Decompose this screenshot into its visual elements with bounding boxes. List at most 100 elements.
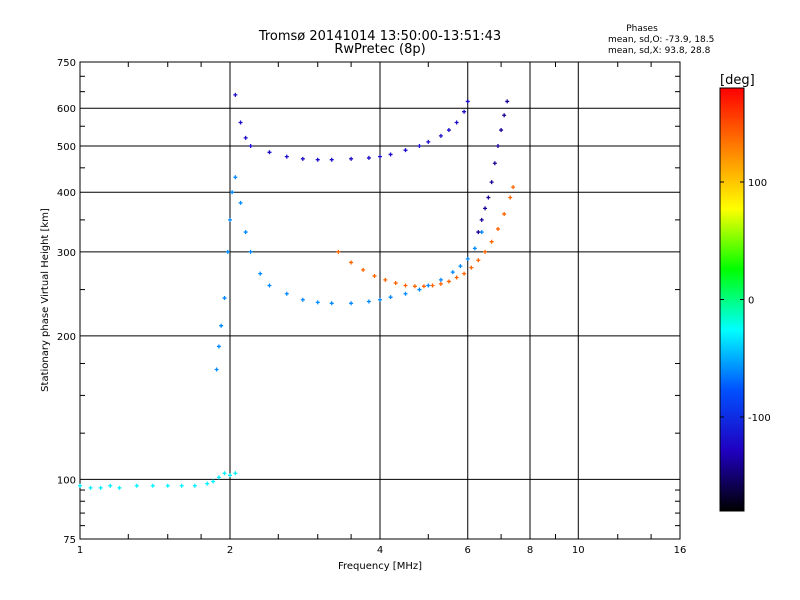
data-point xyxy=(225,249,230,254)
data-point xyxy=(88,485,93,490)
data-point xyxy=(458,264,463,269)
data-point xyxy=(150,483,155,488)
data-point xyxy=(233,175,238,180)
data-point xyxy=(366,155,371,160)
data-point xyxy=(426,139,431,144)
data-point xyxy=(489,180,494,185)
data-point xyxy=(495,226,500,231)
data-point xyxy=(469,265,474,270)
data-point xyxy=(165,483,170,488)
y-tick-labels: 75 100 200 300 400 500 600 750 xyxy=(57,58,76,546)
x-tick-label: 2 xyxy=(227,545,233,556)
x-tick-label: 8 xyxy=(527,545,533,556)
data-point xyxy=(284,291,289,296)
data-point xyxy=(417,143,422,148)
data-point xyxy=(238,120,243,125)
data-point xyxy=(211,479,216,484)
chart-subtitle: RwPretec (8p) xyxy=(334,42,425,57)
data-point xyxy=(361,267,366,272)
x-tick-label: 10 xyxy=(572,545,585,556)
data-point xyxy=(499,128,504,133)
y-tick-label: 750 xyxy=(57,58,76,69)
data-point xyxy=(393,281,398,286)
data-point xyxy=(214,367,219,372)
series-e-layer xyxy=(78,471,238,490)
data-point xyxy=(329,157,334,162)
data-point xyxy=(228,217,232,222)
data-point xyxy=(228,473,232,478)
data-point xyxy=(205,481,210,486)
data-point xyxy=(238,200,243,205)
data-point xyxy=(403,291,408,296)
legend-line-2: mean, sd,O: -73.9, 18.5 xyxy=(608,35,714,45)
data-point xyxy=(78,483,82,488)
data-point xyxy=(315,157,320,162)
minor-ticks xyxy=(80,62,680,539)
data-point xyxy=(267,283,272,288)
data-point xyxy=(216,475,221,480)
data-point xyxy=(472,246,477,251)
data-point xyxy=(222,471,227,476)
series-steep-o-cusp xyxy=(476,99,510,235)
data-point xyxy=(446,128,451,133)
legend-line-3: mean, sd,X: 93.8, 28.8 xyxy=(608,46,711,56)
data-points xyxy=(78,92,516,490)
data-point xyxy=(508,195,513,200)
data-point xyxy=(300,156,305,161)
data-point xyxy=(230,190,235,195)
series-f2-upper-o-echo xyxy=(233,92,470,162)
grid-lines xyxy=(79,61,681,540)
data-point xyxy=(462,271,467,276)
data-point xyxy=(430,283,435,288)
data-point xyxy=(454,275,459,280)
data-point xyxy=(502,113,507,118)
data-point xyxy=(329,301,334,306)
data-point xyxy=(479,230,484,235)
y-tick-label: 200 xyxy=(57,332,76,343)
data-point xyxy=(349,260,354,265)
data-point xyxy=(300,297,305,302)
data-point xyxy=(438,281,443,286)
data-point xyxy=(495,143,500,148)
data-point xyxy=(438,133,443,138)
y-tick-label: 500 xyxy=(57,142,76,153)
x-tick-label: 6 xyxy=(465,545,471,556)
data-point xyxy=(248,143,253,148)
data-point xyxy=(446,279,451,284)
data-point xyxy=(349,301,354,306)
data-point xyxy=(476,258,481,263)
data-point xyxy=(412,284,417,289)
y-tick-label: 300 xyxy=(57,248,76,259)
legend-line-1: Phases xyxy=(626,24,658,34)
colorbar-tick-label: 0 xyxy=(748,296,754,307)
data-point xyxy=(258,271,263,276)
data-point xyxy=(383,277,388,282)
y-tick-label: 400 xyxy=(57,188,76,199)
data-point xyxy=(267,150,272,155)
data-point xyxy=(462,109,467,114)
data-point xyxy=(483,249,488,254)
data-point xyxy=(349,156,354,161)
data-point xyxy=(372,273,377,278)
data-point xyxy=(108,483,113,488)
data-point xyxy=(98,485,103,490)
series-f2-x-mode-trace xyxy=(336,185,516,289)
data-point xyxy=(450,270,455,275)
data-point xyxy=(492,161,497,166)
data-point xyxy=(489,239,494,244)
data-point xyxy=(192,483,197,488)
data-point xyxy=(479,217,484,222)
data-point xyxy=(284,154,289,159)
y-axis-label: Stationary phase Virtual Height [km] xyxy=(40,208,51,392)
data-point xyxy=(426,283,431,288)
data-point xyxy=(465,256,470,261)
data-point xyxy=(117,485,122,490)
data-point xyxy=(454,120,459,125)
data-point xyxy=(511,185,516,190)
data-point xyxy=(505,99,510,104)
x-axis-label: Frequency [MHz] xyxy=(338,561,422,572)
data-point xyxy=(476,230,481,235)
y-tick-label: 75 xyxy=(63,535,76,546)
data-point xyxy=(336,249,341,254)
